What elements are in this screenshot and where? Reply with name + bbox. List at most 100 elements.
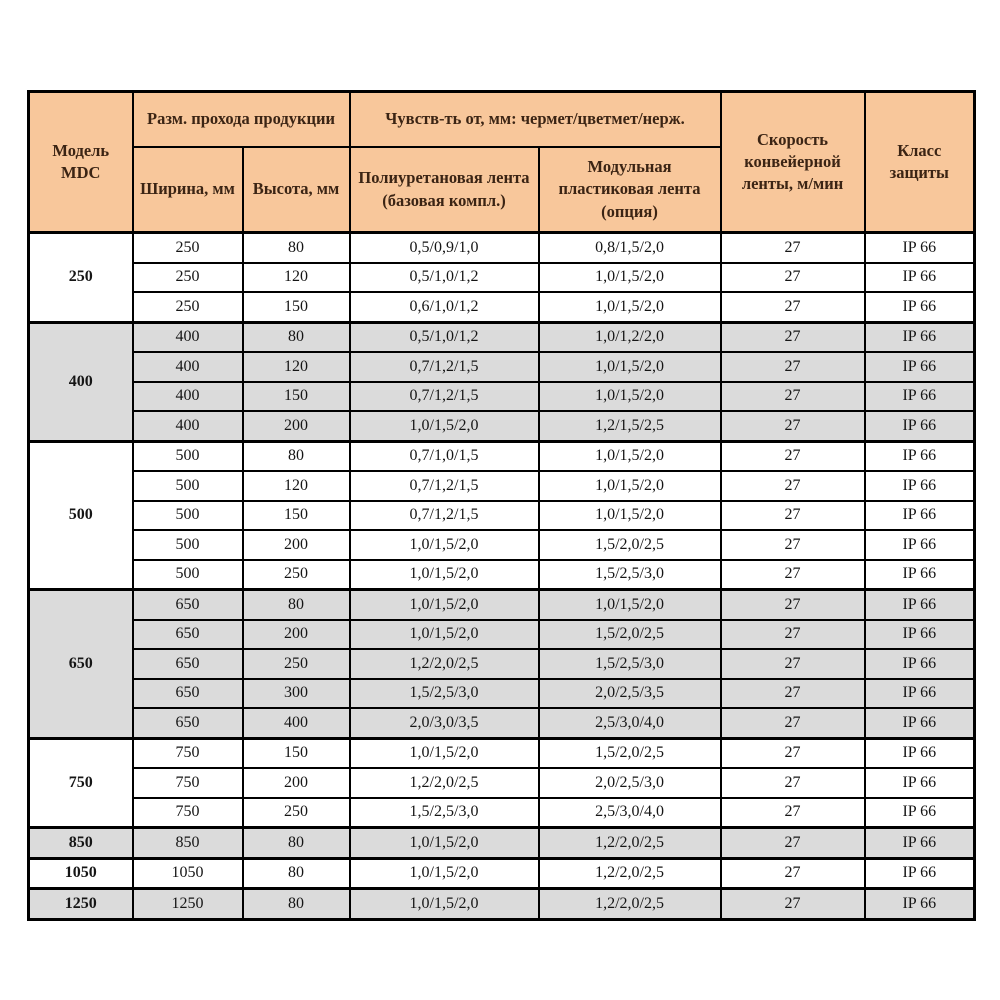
model-cell: 850 <box>27 826 134 859</box>
width-cell: 250 <box>131 231 244 264</box>
speed-cell: 27 <box>719 736 866 769</box>
height-cell: 200 <box>241 767 351 799</box>
table-row: 250 120 0,5/1,0/1,2 1,0/1,5/2,0 27 IP 66 <box>29 261 976 293</box>
modular-belt-cell: 1,0/1,5/2,0 <box>537 439 722 472</box>
protection-cell: IP 66 <box>863 588 976 621</box>
header-pass-size: Разм. прохода продукции <box>131 90 351 148</box>
speed-cell: 27 <box>719 648 866 680</box>
pu-belt-cell: 1,0/1,5/2,0 <box>348 736 540 769</box>
modular-belt-cell: 1,5/2,5/3,0 <box>537 558 722 591</box>
table-row: 1250 1250 80 1,0/1,5/2,0 1,2/2,0/2,5 27 IP 66 <box>27 887 976 920</box>
speed-cell: 27 <box>719 677 866 709</box>
width-cell: 650 <box>131 648 244 680</box>
height-cell: 150 <box>241 380 351 412</box>
pu-belt-cell: 1,0/1,5/2,0 <box>348 856 540 890</box>
speed-cell: 27 <box>719 470 866 502</box>
speed-cell: 27 <box>719 320 866 353</box>
modular-belt-cell: 1,0/1,5/2,0 <box>537 499 722 531</box>
pu-belt-cell: 0,5/0,9/1,0 <box>348 231 540 264</box>
table-row: 400 200 1,0/1,5/2,0 1,2/1,5/2,5 27 IP 66 <box>29 410 976 442</box>
height-cell: 80 <box>241 887 351 920</box>
table-row: 250 250 80 0,5/0,9/1,0 0,8/1,5/2,0 27 IP 66 <box>27 231 976 323</box>
width-cell: 1050 <box>131 856 244 890</box>
header-protection: Класс защиты <box>863 90 976 234</box>
speed-cell: 27 <box>719 291 866 323</box>
protection-cell: IP 66 <box>863 677 976 709</box>
height-cell: 200 <box>241 529 351 561</box>
speed-cell: 27 <box>719 767 866 799</box>
speed-cell: 27 <box>719 887 866 920</box>
header-speed: Скорость конвейерной ленты, м/мин <box>719 90 866 234</box>
table-row: 500 120 0,7/1,2/1,5 1,0/1,5/2,0 27 IP 66 <box>29 470 976 502</box>
pu-belt-cell: 0,7/1,2/1,5 <box>348 380 540 412</box>
protection-cell: IP 66 <box>863 856 976 890</box>
pu-belt-cell: 1,0/1,5/2,0 <box>348 826 540 859</box>
pu-belt-cell: 0,7/1,2/1,5 <box>348 499 540 531</box>
pu-belt-cell: 1,2/2,0/2,5 <box>348 648 540 680</box>
width-cell: 750 <box>131 796 244 829</box>
modular-belt-cell: 1,5/2,5/3,0 <box>537 648 722 680</box>
modular-belt-cell: 1,0/1,5/2,0 <box>537 380 722 412</box>
pu-belt-cell: 1,0/1,5/2,0 <box>348 588 540 621</box>
speed-cell: 27 <box>719 707 866 739</box>
table-row: 650 200 1,0/1,5/2,0 1,5/2,0/2,5 27 IP 66 <box>29 618 976 650</box>
height-cell: 80 <box>241 231 351 264</box>
height-cell: 200 <box>241 410 351 442</box>
table-row: 850 850 80 1,0/1,5/2,0 1,2/2,0/2,5 27 IP 66 <box>27 826 976 859</box>
pu-belt-cell: 1,5/2,5/3,0 <box>348 677 540 709</box>
table-header: Модель MDC Разм. прохода продукции Чувст… <box>27 90 976 234</box>
height-cell: 80 <box>241 856 351 890</box>
speed-cell: 27 <box>719 410 866 442</box>
speed-cell: 27 <box>719 529 866 561</box>
header-model: Модель MDC <box>27 90 134 234</box>
height-cell: 400 <box>241 707 351 739</box>
width-cell: 500 <box>131 499 244 531</box>
width-cell: 400 <box>131 380 244 412</box>
protection-cell: IP 66 <box>863 380 976 412</box>
height-cell: 150 <box>241 499 351 531</box>
width-cell: 250 <box>131 291 244 323</box>
modular-belt-cell: 1,5/2,0/2,5 <box>537 736 722 769</box>
width-cell: 650 <box>131 707 244 739</box>
table-row: 500 250 1,0/1,5/2,0 1,5/2,5/3,0 27 IP 66 <box>29 558 976 591</box>
modular-belt-cell: 1,0/1,2/2,0 <box>537 320 722 353</box>
table-row: 250 150 0,6/1,0/1,2 1,0/1,5/2,0 27 IP 66 <box>29 291 976 323</box>
height-cell: 150 <box>241 736 351 769</box>
width-cell: 500 <box>131 439 244 472</box>
header-belt-pu: Полиуретановая лента (базовая компл.) <box>348 146 540 234</box>
table-row: 1050 1050 80 1,0/1,5/2,0 1,2/2,0/2,5 27 IP 66 <box>27 856 976 890</box>
width-cell: 650 <box>131 618 244 650</box>
table-row: 500 200 1,0/1,5/2,0 1,5/2,0/2,5 27 IP 66 <box>29 529 976 561</box>
height-cell: 80 <box>241 439 351 472</box>
pu-belt-cell: 1,2/2,0/2,5 <box>348 767 540 799</box>
model-cell: 750 <box>27 736 134 829</box>
header-width: Ширина, мм <box>131 146 244 234</box>
height-cell: 150 <box>241 291 351 323</box>
modular-belt-cell: 1,0/1,5/2,0 <box>537 261 722 293</box>
header-belt-modular: Модульная пластиковая лента (опция) <box>537 146 722 234</box>
height-cell: 120 <box>241 261 351 293</box>
modular-belt-cell: 2,0/2,5/3,0 <box>537 767 722 799</box>
table-row: 750 250 1,5/2,5/3,0 2,5/3,0/4,0 27 IP 66 <box>29 796 976 829</box>
table-row: 400 150 0,7/1,2/1,5 1,0/1,5/2,0 27 IP 66 <box>29 380 976 412</box>
width-cell: 650 <box>131 588 244 621</box>
modular-belt-cell: 1,2/2,0/2,5 <box>537 856 722 890</box>
spec-table: Модель MDC Разм. прохода продукции Чувст… <box>27 90 977 921</box>
pu-belt-cell: 1,0/1,5/2,0 <box>348 410 540 442</box>
width-cell: 750 <box>131 736 244 769</box>
modular-belt-cell: 0,8/1,5/2,0 <box>537 231 722 264</box>
table-row: 650 250 1,2/2,0/2,5 1,5/2,5/3,0 27 IP 66 <box>29 648 976 680</box>
modular-belt-cell: 1,0/1,5/2,0 <box>537 351 722 383</box>
pu-belt-cell: 1,5/2,5/3,0 <box>348 796 540 829</box>
modular-belt-cell: 1,2/1,5/2,5 <box>537 410 722 442</box>
model-cell: 1050 <box>27 856 134 890</box>
width-cell: 1250 <box>131 887 244 920</box>
pu-belt-cell: 2,0/3,0/3,5 <box>348 707 540 739</box>
table-row: 500 150 0,7/1,2/1,5 1,0/1,5/2,0 27 IP 66 <box>29 499 976 531</box>
protection-cell: IP 66 <box>863 618 976 650</box>
protection-cell: IP 66 <box>863 231 976 264</box>
protection-cell: IP 66 <box>863 707 976 739</box>
speed-cell: 27 <box>719 499 866 531</box>
header-row-sub: Ширина, мм Высота, мм Полиуретановая лен… <box>29 146 975 234</box>
